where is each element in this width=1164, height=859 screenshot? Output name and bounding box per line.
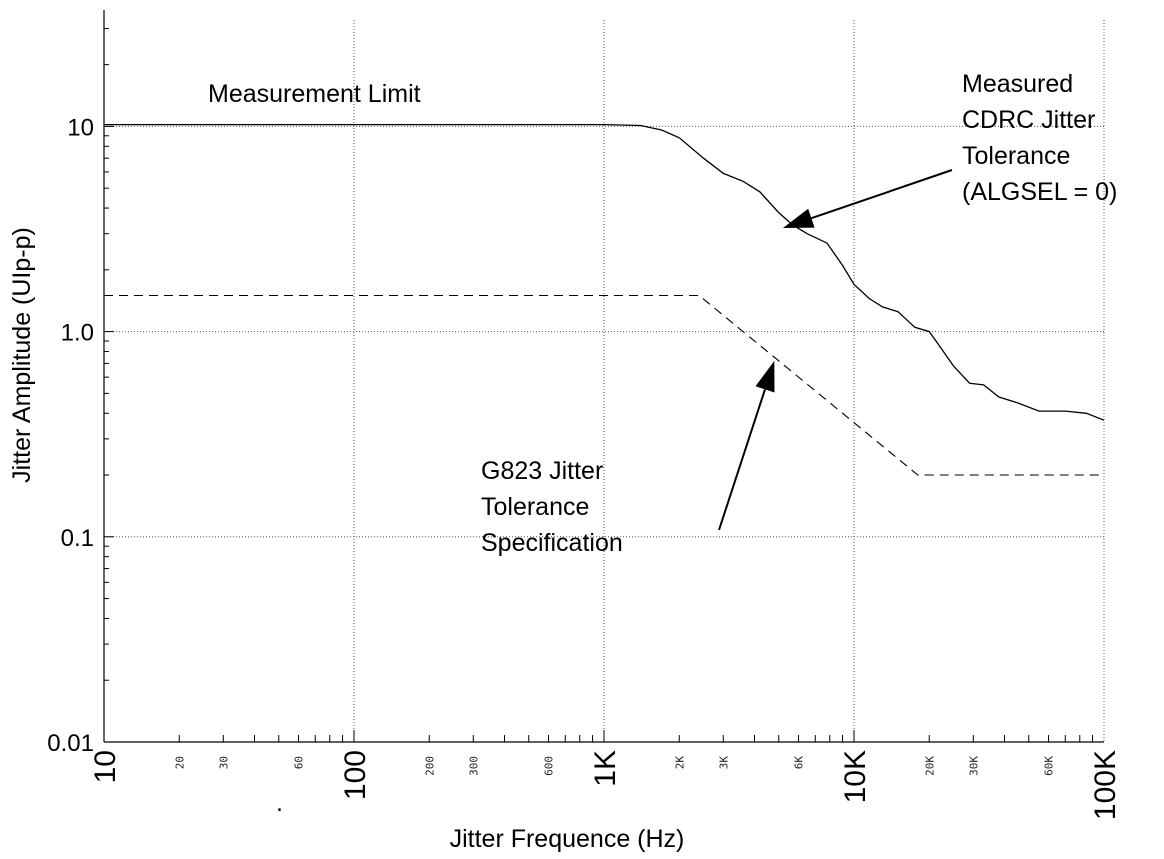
x-minor-tick-label: 300 [467, 756, 480, 776]
x-major-tick-label: 1K [589, 750, 622, 787]
annotation-g823-spec: G823 Jitter [481, 457, 603, 485]
arrow-g823-head [755, 360, 775, 393]
x-major-tick-label: 10 [89, 750, 122, 783]
arrow-g823 [718, 389, 766, 531]
series-group [104, 123, 1105, 476]
x-minor-tick-label: 2K [673, 756, 686, 770]
x-minor-tick-label: 30 [217, 756, 230, 769]
y-tick-label: 10 [67, 114, 94, 141]
x-major-tick-label: 100 [339, 750, 372, 800]
grid-lines [103, 20, 1105, 743]
measured-tolerance-line [104, 123, 1105, 421]
annotations: Measurement Limit Measured CDRC Jitter Tole… [208, 70, 1117, 557]
x-minor-tick-label: 60 [293, 756, 306, 769]
annotation-g823-spec: Specification [481, 529, 623, 557]
annotation-measured-cdrc: (ALGSEL = 0) [962, 178, 1117, 206]
y-tick-labels: 0.01 0.1 1.0 10 [47, 114, 94, 757]
y-axis-title: Jitter Amplitude (UIp-p) [8, 227, 36, 483]
x-major-tick-label: 10K [839, 750, 872, 803]
annotation-g823-spec: Tolerance [481, 493, 589, 521]
x-tick-labels: 10 100 1K 10K 100K 20 30 60 200 300 600 2K 3K 6K 20K 30… [89, 750, 1122, 820]
y-tick-label: 0.01 [47, 730, 94, 757]
arrow-measured-cdrc [811, 169, 953, 220]
x-axis-title: Jitter Frequence (Hz) [450, 825, 685, 853]
x-minor-tick-label: 3K [717, 756, 730, 770]
x-minor-tick-label: 20K [923, 756, 936, 776]
x-minor-tick-label: 20 [173, 756, 186, 769]
arrow-measured-cdrc-head [783, 208, 815, 228]
x-minor-tick-label: 600 [543, 756, 556, 776]
plot-frame [103, 10, 1104, 743]
g823-spec-line [104, 294, 1104, 476]
annotation-measured-cdrc: Measured [962, 70, 1073, 98]
x-minor-tick-label: 60K [1043, 756, 1056, 776]
annotation-measurement-limit: Measurement Limit [208, 80, 421, 108]
y-tick-label: 1.0 [61, 320, 94, 347]
x-major-tick-label: 100K [1089, 750, 1122, 820]
stray-mark: . [276, 789, 283, 817]
x-minor-tick-label: 30K [967, 756, 980, 776]
y-tick-label: 0.1 [61, 525, 94, 552]
x-minor-tick-label: 200 [423, 756, 436, 776]
annotation-measured-cdrc: Tolerance [962, 142, 1070, 170]
annotation-measured-cdrc: CDRC Jitter [962, 106, 1095, 134]
x-minor-tick-label: 6K [793, 756, 806, 770]
